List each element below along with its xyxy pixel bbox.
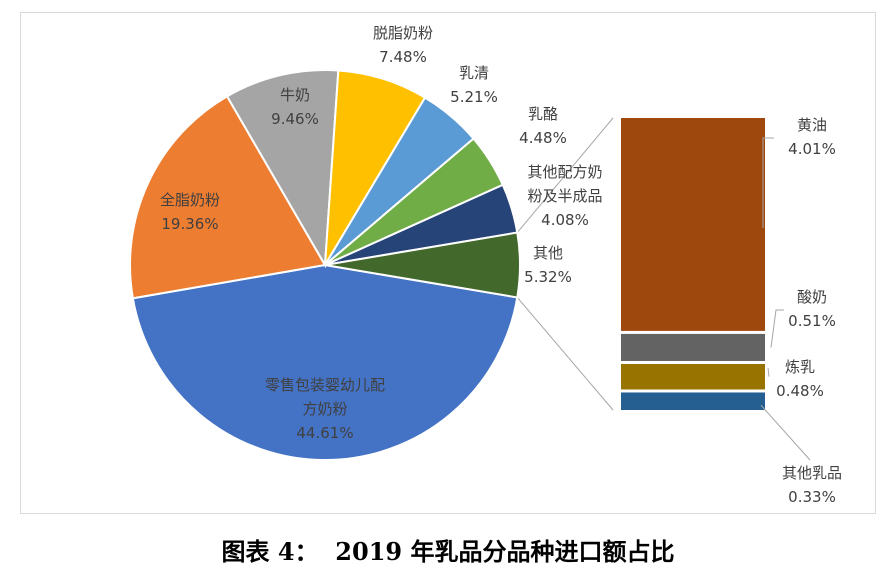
pie-label-3-1: 牛奶 (280, 86, 310, 104)
bar-of-pie (621, 118, 765, 410)
connector-bottom (516, 297, 614, 411)
leader-bar-1 (762, 137, 774, 228)
leader-bar-3 (767, 367, 770, 377)
pie-label-6-2: 4.48% (519, 129, 567, 147)
pie-label-7-2: 粉及半成品 (527, 187, 602, 205)
pie-label-1-2: 方奶粉 (302, 400, 347, 418)
pie-slice-8 (324, 231, 521, 299)
bar-label-4-1: 其他乳品 (782, 464, 842, 482)
pie-label-7-1: 其他配方奶 (527, 163, 602, 181)
pie-label-8-2: 5.32% (524, 268, 572, 286)
bar-segment-2 (621, 333, 765, 361)
pie-slice-1 (131, 263, 519, 461)
leader-lines (760, 137, 811, 461)
bar-label-3-1: 炼乳 (785, 358, 815, 376)
pie-label-1-3: 44.61% (296, 424, 353, 442)
leader-bar-2 (770, 309, 784, 348)
bar-segment-4 (621, 392, 765, 410)
pie-label-6-1: 乳酪 (528, 105, 558, 123)
pie-slice-2 (129, 94, 327, 300)
bar-label-2-2: 0.51% (788, 312, 836, 330)
pie-label-1-1: 零售包装婴幼儿配 (265, 376, 385, 394)
pie-label-3-2: 9.46% (271, 110, 319, 128)
bar-label-3-2: 0.48% (776, 382, 824, 400)
bar-segment-3 (621, 363, 765, 390)
pie-slice-3 (225, 69, 340, 269)
bar-label-1-2: 4.01% (788, 140, 836, 158)
bar-segment-1 (621, 118, 765, 331)
pie-label-2-1: 全脂奶粉 (160, 191, 220, 209)
pie-label-2-2: 19.36% (161, 215, 218, 233)
pie-label-4-1: 脱脂奶粉 (373, 24, 433, 42)
pie-label-5-2: 5.21% (450, 88, 498, 106)
bar-label-1-1: 黄油 (797, 116, 827, 134)
pie-label-7-3: 4.08% (541, 211, 589, 229)
bar-label-4-2: 0.33% (788, 488, 836, 506)
pie-label-4-2: 7.48% (379, 48, 427, 66)
pie (129, 69, 521, 461)
connector-top (516, 117, 614, 233)
leader-bar-4 (760, 404, 811, 461)
pie-label-5-1: 乳清 (459, 64, 489, 82)
pie-label-8-1: 其他 (533, 244, 563, 262)
connector-lines (516, 117, 614, 411)
bar-label-2-1: 酸奶 (797, 288, 827, 306)
figure-caption: 图表 4： 2019 年乳品分品种进口额占比 (221, 537, 675, 566)
